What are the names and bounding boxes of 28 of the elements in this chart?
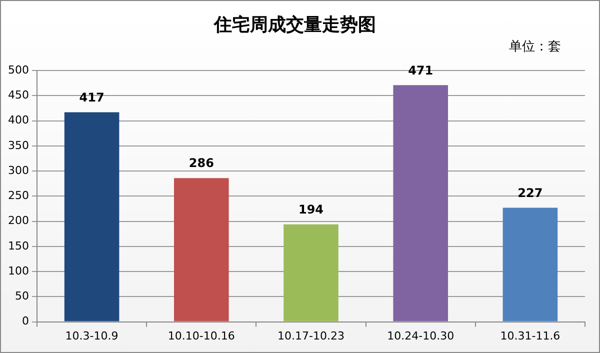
data-label: 286 (188, 156, 214, 170)
y-tick-label: 200 (8, 214, 29, 228)
y-tick-label: 300 (8, 164, 29, 177)
chart-title: 住宅周成交量走势图 (213, 14, 376, 36)
y-tick-label: 150 (8, 239, 29, 252)
x-tick-label: 10.3-10.9 (65, 329, 118, 342)
x-tick-label: 10.17-10.23 (278, 329, 344, 342)
bar (393, 85, 448, 322)
y-tick-label: 0 (22, 314, 29, 328)
x-tick-label: 10.10-10.16 (168, 329, 235, 342)
y-tick-label: 450 (8, 88, 29, 102)
bar (64, 112, 120, 322)
y-tick-label: 100 (8, 264, 29, 278)
bar (502, 208, 558, 322)
x-tick-label: 10.31-11.6 (500, 329, 560, 342)
data-label: 417 (79, 90, 104, 104)
data-label: 227 (518, 186, 543, 200)
bar (284, 224, 338, 322)
y-tick-label: 400 (8, 114, 29, 127)
data-label: 194 (298, 202, 324, 216)
y-tick-label: 250 (8, 189, 29, 202)
y-tick-label: 350 (8, 138, 29, 152)
data-label: 471 (408, 63, 434, 78)
x-tick-label: 10.24-10.30 (387, 329, 454, 342)
y-tick-label: 50 (14, 290, 29, 303)
y-tick-label: 500 (8, 63, 29, 76)
bar (174, 178, 229, 322)
text: 单位：套 (509, 39, 561, 54)
